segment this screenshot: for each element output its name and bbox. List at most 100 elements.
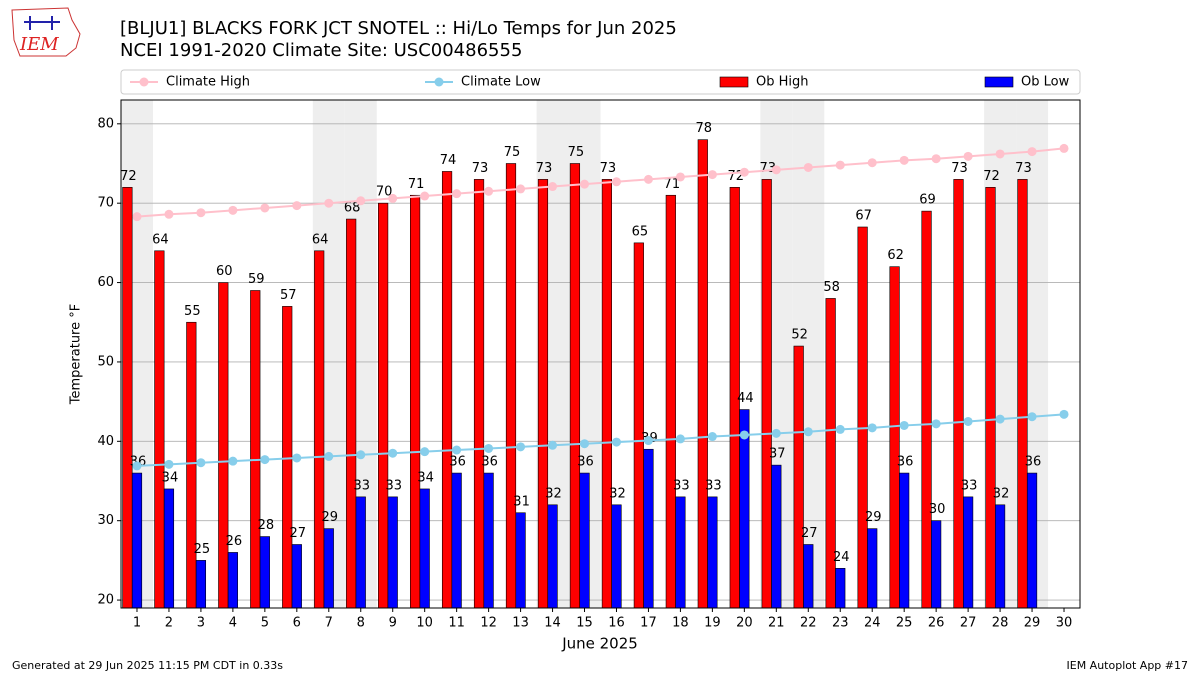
data-label: 73: [536, 161, 553, 176]
bar: [122, 187, 133, 609]
data-label: 67: [855, 209, 872, 224]
data-label: 64: [152, 232, 169, 247]
data-label: 74: [440, 153, 457, 168]
x-tick-label: 8: [357, 616, 365, 631]
y-axis-label: Temperature °F: [69, 304, 84, 405]
data-label: 70: [376, 185, 393, 200]
marker: [388, 448, 398, 458]
data-label: 69: [919, 193, 936, 208]
marker: [548, 182, 558, 192]
data-label: 37: [769, 447, 786, 462]
bar: [323, 528, 334, 609]
data-label: 33: [961, 478, 978, 493]
bar: [547, 504, 558, 609]
line: [136, 147, 1065, 218]
bar: [963, 496, 974, 609]
data-label: 26: [226, 534, 243, 549]
marker: [196, 458, 206, 468]
marker: [707, 170, 717, 180]
data-label: 36: [481, 455, 498, 470]
bar: [1017, 179, 1028, 609]
marker: [228, 205, 238, 215]
marker: [707, 432, 717, 442]
marker: [611, 177, 621, 187]
legend-box: [120, 69, 1081, 95]
x-tick-label: 12: [480, 616, 497, 631]
legend-swatch: [719, 76, 749, 88]
bar: [218, 282, 229, 609]
y-tick-label: 40: [97, 434, 114, 449]
data-label: 73: [600, 161, 617, 176]
data-label: 44: [737, 391, 754, 406]
data-label: 55: [184, 304, 201, 319]
data-label: 27: [290, 526, 307, 541]
data-label: 25: [194, 542, 211, 557]
marker: [963, 151, 973, 161]
bar: [835, 568, 846, 609]
marker: [580, 439, 590, 449]
x-tick-label: 11: [448, 616, 465, 631]
x-tick-label: 4: [229, 616, 237, 631]
marker: [164, 459, 174, 469]
bar: [761, 179, 772, 609]
marker: [1059, 143, 1069, 153]
marker: [324, 451, 334, 461]
marker: [899, 155, 909, 165]
y-tick-label: 70: [97, 196, 114, 211]
marker: [420, 191, 430, 201]
x-tick-label: 27: [960, 616, 977, 631]
data-label: 58: [823, 280, 840, 295]
legend-label: Climate Low: [461, 75, 541, 90]
marker: [739, 167, 749, 177]
marker: [132, 212, 142, 222]
x-tick-label: 24: [864, 616, 881, 631]
data-label: 28: [258, 518, 275, 533]
marker: [484, 186, 494, 196]
bar: [665, 194, 676, 609]
data-label: 34: [162, 470, 179, 485]
bar: [633, 242, 644, 609]
data-label: 34: [417, 470, 434, 485]
data-label: 62: [887, 248, 904, 263]
legend-label: Climate High: [166, 75, 250, 90]
marker: [643, 436, 653, 446]
x-tick-label: 14: [544, 616, 561, 631]
bar: [387, 496, 398, 609]
x-tick-label: 6: [293, 616, 301, 631]
data-label: 78: [696, 121, 713, 136]
x-tick-label: 18: [672, 616, 689, 631]
marker: [803, 427, 813, 437]
marker: [1027, 412, 1037, 422]
bar: [985, 187, 996, 609]
bar: [579, 472, 590, 609]
legend-swatch: [984, 76, 1014, 88]
y-tick-label: 60: [97, 275, 114, 290]
x-tick-label: 2: [165, 616, 173, 631]
data-label: 36: [577, 455, 594, 470]
marker: [611, 437, 621, 447]
data-label: 73: [759, 161, 776, 176]
data-label: 71: [408, 177, 425, 192]
marker: [739, 430, 749, 440]
x-tick-label: 30: [1056, 616, 1073, 631]
bar: [291, 544, 302, 609]
marker: [867, 423, 877, 433]
marker: [452, 445, 462, 455]
marker: [484, 443, 494, 453]
bar: [601, 179, 612, 609]
marker: [516, 184, 526, 194]
data-label: 73: [1015, 161, 1032, 176]
marker: [931, 154, 941, 164]
chart-title: [BLJU1] BLACKS FORK JCT SNOTEL :: Hi/Lo …: [120, 18, 677, 39]
bar: [451, 472, 462, 609]
bar: [346, 218, 357, 609]
y-tick-label: 50: [97, 354, 114, 369]
bar: [259, 536, 270, 609]
marker: [1027, 147, 1037, 157]
marker: [260, 455, 270, 465]
x-tick-label: 17: [640, 616, 657, 631]
bar: [473, 179, 485, 609]
logo-text: IEM: [19, 34, 59, 55]
x-tick-label: 28: [992, 616, 1009, 631]
x-tick-label: 5: [261, 616, 269, 631]
